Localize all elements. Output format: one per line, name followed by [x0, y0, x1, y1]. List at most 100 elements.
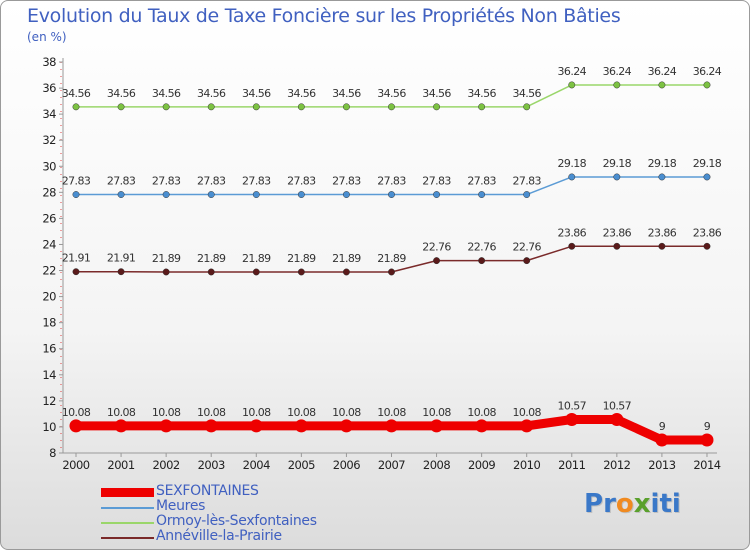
data-label: 34.56: [62, 87, 91, 100]
x-tick-label: 2005: [288, 458, 315, 472]
data-label: 34.56: [152, 87, 181, 100]
data-label: 10.08: [332, 406, 361, 419]
y-tick-label: 38: [42, 55, 56, 69]
data-point: [72, 191, 80, 198]
x-tick-label: 2007: [378, 458, 405, 472]
logo-letter: i: [671, 489, 681, 519]
data-label: 9: [659, 420, 666, 433]
data-label: 10.08: [107, 406, 136, 419]
data-label: 27.83: [332, 175, 361, 188]
data-label: 10.08: [197, 406, 226, 419]
data-label: 21.89: [332, 252, 361, 265]
data-label: 21.89: [377, 252, 406, 265]
data-label: 34.56: [287, 87, 316, 100]
data-point: [342, 103, 350, 111]
data-label: 34.56: [197, 87, 226, 100]
chart-title: Evolution du Taux de Taxe Foncière sur l…: [27, 5, 621, 27]
y-tick-label: 24: [42, 237, 56, 251]
data-label: 22.76: [422, 241, 451, 254]
data-label: 21.91: [62, 252, 91, 265]
x-tick-label: 2013: [648, 458, 675, 472]
y-tick-label: 10: [42, 420, 56, 434]
y-tick-label: 28: [42, 185, 56, 199]
data-label: 21.89: [287, 252, 316, 265]
y-tick-label: 30: [42, 159, 56, 173]
data-label: 36.24: [693, 65, 722, 78]
data-point: [294, 419, 308, 433]
data-point: [433, 257, 441, 265]
data-label: 36.24: [603, 65, 632, 78]
data-point: [658, 242, 666, 250]
data-label: 27.83: [512, 175, 541, 188]
data-label: 27.83: [242, 175, 271, 188]
y-tick-label: 14: [42, 368, 56, 382]
data-label: 10.08: [287, 406, 316, 419]
x-tick-label: 2001: [107, 458, 134, 472]
data-label: 29.18: [603, 157, 632, 170]
legend-label: Meures: [156, 498, 206, 514]
data-point: [433, 103, 441, 111]
data-point: [207, 103, 215, 111]
data-label: 27.83: [152, 175, 181, 188]
legend-swatch: [101, 537, 154, 539]
data-point: [342, 191, 350, 198]
data-label: 29.18: [693, 157, 722, 170]
data-point: [658, 81, 666, 89]
y-tick-label: 32: [42, 133, 56, 147]
y-tick-label: 12: [42, 394, 56, 408]
data-point: [204, 419, 218, 433]
data-point: [297, 103, 305, 111]
data-label: 36.24: [558, 65, 587, 78]
data-label: 22.76: [512, 241, 541, 254]
data-point: [388, 191, 395, 198]
data-point: [388, 103, 395, 111]
data-point: [613, 242, 621, 250]
data-point: [703, 173, 711, 181]
data-point: [339, 419, 353, 433]
data-point: [162, 103, 170, 111]
legend-swatch: [101, 507, 154, 509]
data-label: 22.76: [467, 241, 496, 254]
x-tick-label: 2010: [513, 458, 540, 472]
data-label: 21.91: [107, 252, 136, 265]
logo-letter: x: [633, 489, 651, 519]
data-point: [162, 191, 170, 198]
data-point: [384, 419, 398, 433]
x-tick-label: 2002: [152, 458, 179, 472]
data-label: 10.57: [603, 400, 632, 413]
data-point: [72, 268, 80, 276]
x-tick-label: 2008: [423, 458, 450, 472]
y-tick-label: 20: [42, 290, 56, 304]
data-label: 34.56: [467, 87, 496, 100]
data-point: [523, 191, 531, 198]
y-tick-label: 18: [42, 316, 56, 330]
data-label: 29.18: [648, 157, 677, 170]
data-point: [568, 81, 576, 89]
data-label: 10.08: [467, 406, 496, 419]
data-label: 10.08: [62, 406, 91, 419]
data-point: [658, 173, 666, 181]
data-label: 27.83: [422, 175, 451, 188]
y-tick-label: 8: [49, 446, 56, 460]
x-tick-label: 2009: [468, 458, 495, 472]
logo-letter: r: [603, 489, 616, 519]
data-label: 34.56: [377, 87, 406, 100]
data-point: [117, 268, 125, 276]
series-0: [69, 413, 714, 447]
legend-label: Ormoy-lès-Sexfontaines: [156, 513, 317, 529]
data-point: [207, 268, 215, 276]
series-3: [72, 242, 711, 276]
data-point: [252, 191, 260, 198]
data-point: [655, 433, 669, 447]
data-point: [523, 103, 531, 111]
data-label: 10.08: [512, 406, 541, 419]
logo-letter: o: [615, 489, 634, 519]
data-label: 34.56: [107, 87, 136, 100]
y-tick-label: 16: [42, 342, 56, 356]
legend-swatch: [101, 488, 154, 497]
data-label: 10.57: [558, 400, 587, 413]
data-label: 23.86: [558, 226, 587, 239]
data-point: [207, 191, 215, 198]
y-tick-label: 22: [42, 264, 56, 278]
